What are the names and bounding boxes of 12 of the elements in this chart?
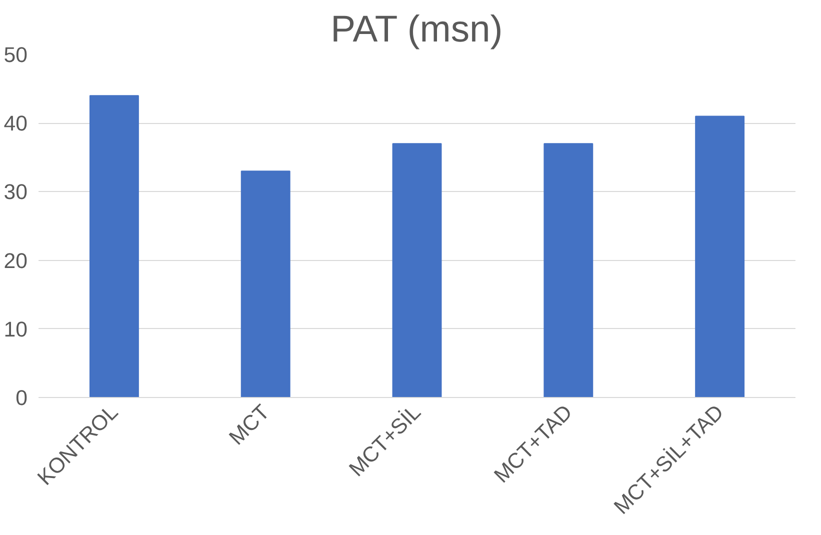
y-tick-label: 10 [4, 317, 28, 342]
bar [392, 143, 442, 398]
y-tick-label: 20 [4, 248, 28, 273]
bar [240, 170, 290, 398]
y-tick-label: 0 [16, 386, 28, 410]
bar [544, 143, 594, 398]
y-tick-label: 30 [4, 180, 28, 204]
chart-title: PAT (msn) [330, 8, 503, 50]
y-tick-label: 50 [4, 43, 28, 67]
bar [695, 116, 745, 398]
y-tick-label: 40 [4, 112, 28, 136]
bar [89, 95, 139, 398]
